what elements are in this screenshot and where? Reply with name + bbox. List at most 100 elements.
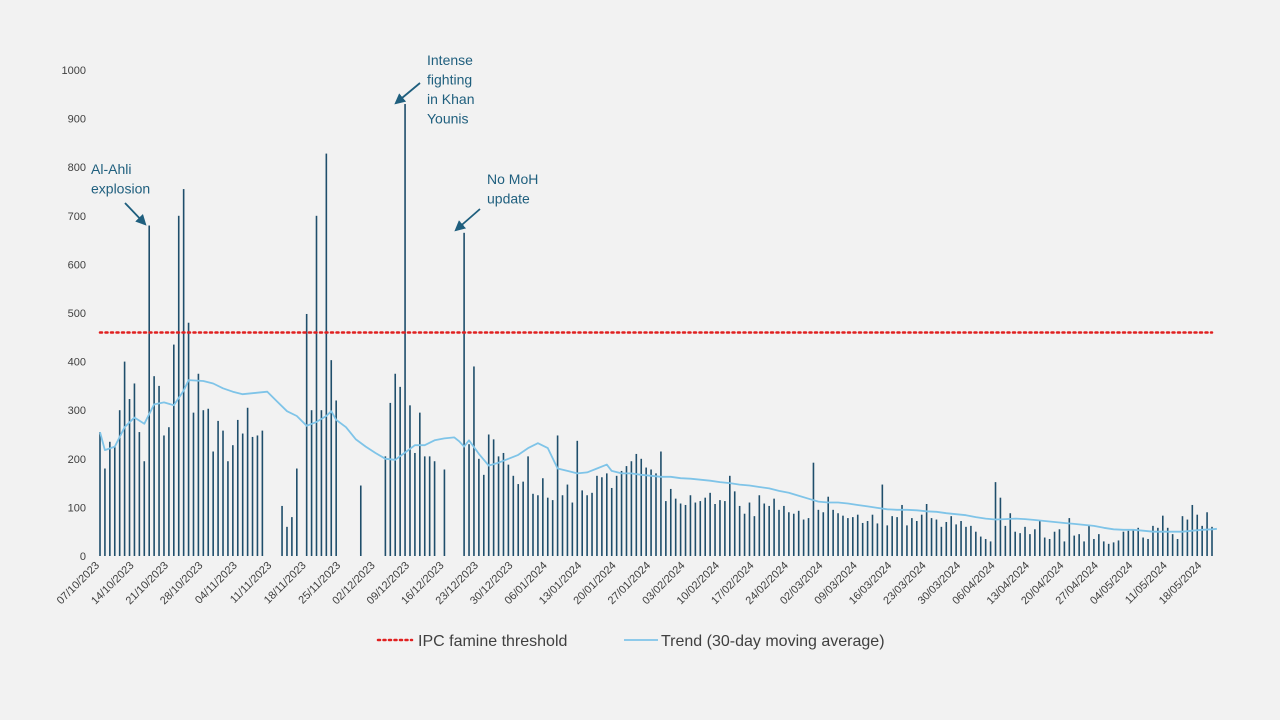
bar (738, 505, 741, 556)
bar (232, 445, 234, 556)
legend-label-threshold: IPC famine threshold (418, 633, 567, 650)
bar (1181, 516, 1184, 556)
y-tick-label: 500 (68, 308, 86, 320)
bar (674, 498, 677, 556)
bar (478, 458, 480, 556)
bar (620, 470, 623, 556)
bar (753, 516, 756, 556)
bar (207, 408, 210, 556)
bar (143, 461, 146, 556)
annotation-line: in Khan (427, 91, 474, 107)
bar (1201, 525, 1203, 556)
bar (970, 525, 972, 556)
bar (556, 435, 559, 556)
bar (251, 436, 254, 556)
bar (802, 519, 805, 556)
bar (743, 513, 746, 556)
bar (163, 435, 165, 556)
bar (423, 456, 426, 556)
annotation-line: explosion (91, 181, 150, 197)
bar (763, 503, 766, 556)
bar (399, 386, 401, 556)
bar (837, 513, 839, 556)
bar (113, 446, 116, 556)
bar (99, 432, 101, 556)
annotation-arrow-al-ahli (124, 202, 147, 226)
bar (1147, 538, 1149, 556)
bar (979, 536, 982, 556)
y-tick-label: 1000 (62, 65, 86, 77)
bar (773, 498, 775, 556)
y-tick-label: 200 (68, 454, 86, 466)
bar (384, 456, 387, 556)
bar (409, 405, 411, 556)
bar (246, 407, 249, 556)
bar (182, 189, 185, 556)
bar (123, 361, 126, 556)
bar (699, 501, 702, 556)
bar (684, 504, 687, 556)
bar (615, 475, 618, 556)
bar (1078, 534, 1080, 556)
bar (222, 430, 224, 556)
bar (158, 385, 160, 556)
bar (694, 502, 697, 556)
bar (714, 503, 716, 556)
bar (325, 153, 328, 557)
bar (989, 541, 992, 556)
bar (876, 523, 879, 556)
bar (965, 526, 967, 556)
bar (296, 468, 298, 556)
bar (256, 435, 259, 556)
y-tick-label: 400 (68, 357, 86, 369)
bar (920, 514, 923, 556)
bar (359, 485, 362, 556)
annotation-line: Al-Ahli (91, 161, 131, 177)
y-tick-label: 100 (68, 502, 86, 514)
bar (665, 501, 667, 556)
bar (551, 500, 554, 556)
bar (335, 400, 337, 556)
bar (527, 456, 529, 556)
bar (1063, 541, 1066, 556)
bar (177, 215, 180, 557)
bar (576, 440, 579, 556)
bar (443, 469, 446, 556)
bar (433, 461, 436, 556)
x-axis-ticks: 07/10/202314/10/202321/10/202328/10/2023… (55, 560, 1205, 607)
y-tick-label: 800 (68, 162, 86, 174)
annotation-line: fighting (427, 72, 472, 88)
bar (197, 373, 200, 556)
bar (473, 366, 475, 556)
bar (660, 451, 662, 556)
bar (1186, 519, 1189, 556)
bar (1206, 512, 1208, 556)
bar (1093, 538, 1095, 556)
bar (173, 344, 175, 556)
bar (217, 420, 219, 556)
bar (1029, 534, 1031, 556)
bar (960, 521, 962, 556)
bar (1161, 515, 1164, 556)
bar (1152, 525, 1154, 556)
bar (286, 526, 288, 556)
y-tick-label: 0 (80, 551, 86, 563)
annotation-al-ahli: Al-Ahli explosion (91, 161, 150, 197)
bar (1112, 542, 1115, 556)
bar (625, 466, 628, 556)
bar (1019, 533, 1021, 556)
bar (871, 514, 874, 556)
annotation-line: No MoH (487, 171, 538, 187)
bar (852, 517, 854, 556)
bar (640, 458, 643, 556)
bar (187, 322, 190, 556)
bar (915, 521, 918, 556)
bar (1171, 534, 1174, 556)
bar (797, 510, 800, 556)
bar (822, 512, 825, 556)
bar (546, 497, 549, 556)
annotation-arrow-no-moh (454, 208, 481, 232)
bar (389, 402, 392, 556)
bar (517, 484, 520, 556)
bar (236, 419, 239, 556)
